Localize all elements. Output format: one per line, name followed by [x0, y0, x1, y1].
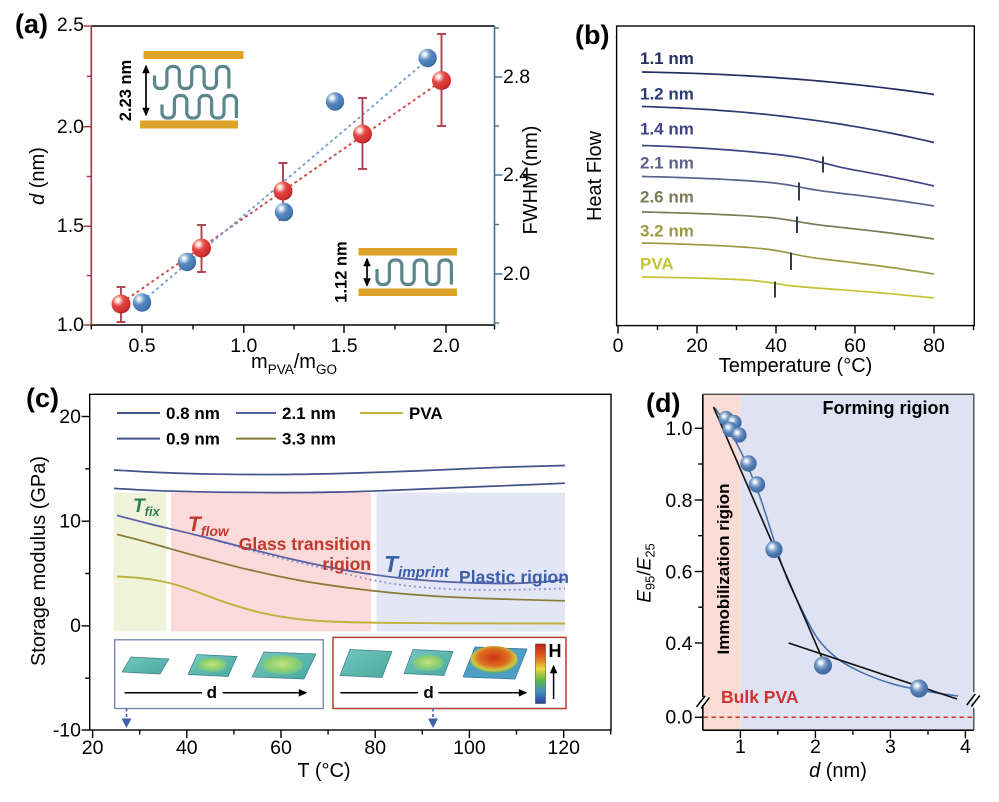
- svg-text:1: 1: [735, 736, 746, 758]
- svg-text:0: 0: [613, 335, 624, 357]
- svg-text:mPVA/mGO: mPVA/mGO: [251, 351, 337, 377]
- svg-text:2.0: 2.0: [432, 335, 459, 357]
- svg-text:PVA: PVA: [409, 404, 443, 423]
- svg-text:60: 60: [844, 335, 866, 357]
- svg-text:PVA: PVA: [640, 255, 674, 274]
- svg-text:Forming rigion: Forming rigion: [823, 398, 950, 418]
- svg-text:2.0: 2.0: [503, 263, 530, 285]
- svg-text:120: 120: [547, 737, 580, 759]
- svg-text:3.2 nm: 3.2 nm: [640, 222, 694, 241]
- svg-text:1.2 nm: 1.2 nm: [640, 85, 694, 104]
- svg-text:80: 80: [923, 335, 945, 357]
- svg-text:20: 20: [686, 335, 708, 357]
- svg-text:2: 2: [810, 736, 821, 758]
- svg-text:4: 4: [960, 736, 971, 758]
- svg-text:20: 20: [82, 737, 104, 759]
- svg-text:40: 40: [176, 737, 198, 759]
- svg-text:2.23 nm: 2.23 nm: [117, 60, 135, 121]
- svg-text:E95/E25: E95/E25: [635, 543, 658, 603]
- svg-text:2.1 nm: 2.1 nm: [282, 404, 336, 423]
- svg-text:2.8: 2.8: [503, 66, 530, 88]
- svg-text:40: 40: [765, 335, 787, 357]
- svg-text:10: 10: [59, 511, 81, 533]
- svg-text:d: d: [207, 683, 217, 702]
- svg-text:1.4 nm: 1.4 nm: [640, 120, 694, 139]
- svg-text:0.4: 0.4: [665, 633, 692, 655]
- svg-text:80: 80: [364, 737, 386, 759]
- svg-text:0.8: 0.8: [665, 490, 692, 512]
- svg-text:20: 20: [59, 406, 81, 428]
- svg-text:0.8 nm: 0.8 nm: [166, 404, 220, 423]
- svg-text:2.5: 2.5: [57, 14, 84, 36]
- svg-text:d (nm): d (nm): [27, 147, 49, 205]
- svg-text:Glass transition: Glass transition: [239, 534, 371, 554]
- svg-text:(d): (d): [646, 388, 680, 418]
- svg-text:1.5: 1.5: [330, 335, 357, 357]
- svg-text:2.1 nm: 2.1 nm: [640, 154, 694, 173]
- svg-text:(c): (c): [26, 383, 59, 413]
- svg-text:1.0: 1.0: [57, 314, 84, 336]
- svg-text:2.0: 2.0: [57, 116, 84, 138]
- svg-text:d (nm): d (nm): [809, 760, 867, 782]
- svg-text:0.6: 0.6: [665, 562, 692, 584]
- svg-text:d: d: [423, 683, 433, 702]
- svg-text:1.0: 1.0: [665, 418, 692, 440]
- svg-text:Storage modulus (GPa): Storage modulus (GPa): [28, 456, 50, 666]
- svg-text:H: H: [549, 641, 562, 661]
- svg-text:1.12 nm: 1.12 nm: [333, 241, 351, 302]
- svg-text:2.6 nm: 2.6 nm: [640, 188, 694, 207]
- svg-text:0.9 nm: 0.9 nm: [166, 430, 220, 449]
- svg-text:100: 100: [453, 737, 486, 759]
- svg-text:60: 60: [270, 737, 292, 759]
- svg-text:1.1 nm: 1.1 nm: [640, 49, 694, 68]
- svg-text:3: 3: [885, 736, 896, 758]
- svg-text:0.5: 0.5: [128, 335, 155, 357]
- svg-text:(a): (a): [15, 9, 48, 39]
- svg-text:Plastic rigion: Plastic rigion: [459, 567, 569, 587]
- svg-text:1.5: 1.5: [57, 215, 84, 237]
- svg-text:FWHM (nm): FWHM (nm): [520, 126, 542, 235]
- svg-text:Heat Flow: Heat Flow: [584, 130, 606, 221]
- svg-text:2.4: 2.4: [503, 164, 530, 186]
- svg-text:Bulk PVA: Bulk PVA: [721, 687, 799, 707]
- svg-text:T (°C): T (°C): [297, 760, 350, 782]
- svg-text:0: 0: [70, 615, 81, 637]
- svg-text:1.0: 1.0: [230, 335, 257, 357]
- svg-text:Temperature (°C): Temperature (°C): [719, 355, 873, 377]
- svg-text:rigion: rigion: [322, 554, 371, 574]
- svg-text:3.3 nm: 3.3 nm: [282, 430, 336, 449]
- svg-text:(b): (b): [575, 20, 609, 50]
- svg-text:Immobilization rigion: Immobilization rigion: [714, 484, 733, 655]
- svg-text:-10: -10: [53, 719, 81, 741]
- svg-text:0.0: 0.0: [665, 707, 692, 729]
